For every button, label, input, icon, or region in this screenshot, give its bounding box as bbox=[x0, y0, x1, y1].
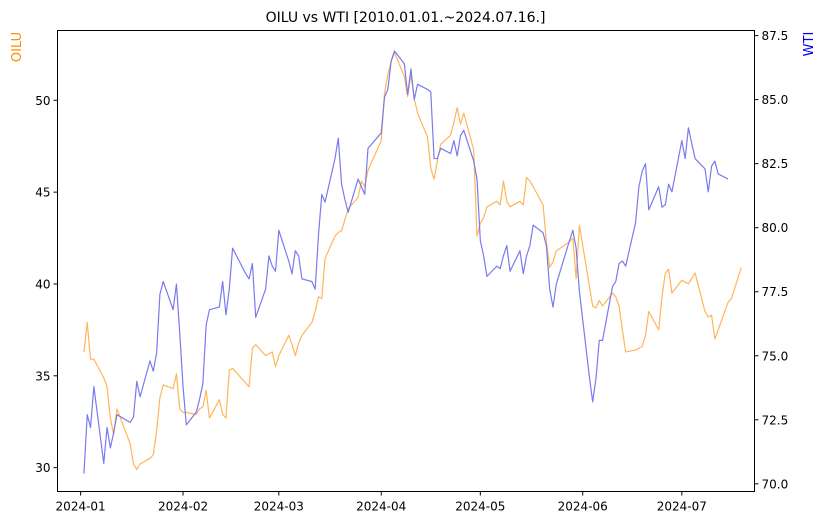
axis-ticks: 2024-01 2024-02 2024-03 2024-04 2024-05 2024-… bbox=[35, 29, 788, 513]
right-tick-label: 75.0 bbox=[762, 349, 789, 363]
right-tick-label: 70.0 bbox=[762, 477, 789, 491]
wti-series-line bbox=[83, 50, 729, 474]
right-tick-label: 80.0 bbox=[762, 221, 789, 235]
right-tick-label: 77.5 bbox=[762, 285, 789, 299]
right-tick-label: 82.5 bbox=[762, 157, 789, 171]
left-tick-label: 40 bbox=[35, 277, 50, 291]
left-tick-label: 45 bbox=[35, 186, 50, 200]
plot-area bbox=[83, 50, 742, 474]
chart-title: OILU vs WTI [2010.01.01.~2024.07.16.] bbox=[266, 10, 546, 26]
left-tick-label: 35 bbox=[35, 369, 50, 383]
right-tick-label: 87.5 bbox=[762, 29, 789, 43]
right-tick-label: 72.5 bbox=[762, 413, 789, 427]
axes-frame bbox=[57, 30, 755, 492]
x-tick-label: 2024-05 bbox=[455, 500, 505, 514]
right-tick-label: 85.0 bbox=[762, 93, 789, 107]
x-tick-label: 2024-04 bbox=[356, 500, 406, 514]
left-axis-label: OILU bbox=[10, 32, 25, 62]
right-axis-label: WTI bbox=[802, 32, 817, 57]
x-tick-label: 2024-03 bbox=[254, 500, 304, 514]
x-tick-label: 2024-01 bbox=[56, 500, 106, 514]
x-tick-label: 2024-07 bbox=[657, 500, 707, 514]
x-tick-label: 2024-02 bbox=[158, 500, 208, 514]
x-tick-label: 2024-06 bbox=[558, 500, 608, 514]
left-tick-label: 30 bbox=[35, 461, 50, 475]
oilu-series-line bbox=[83, 51, 742, 471]
left-tick-label: 50 bbox=[35, 94, 50, 108]
